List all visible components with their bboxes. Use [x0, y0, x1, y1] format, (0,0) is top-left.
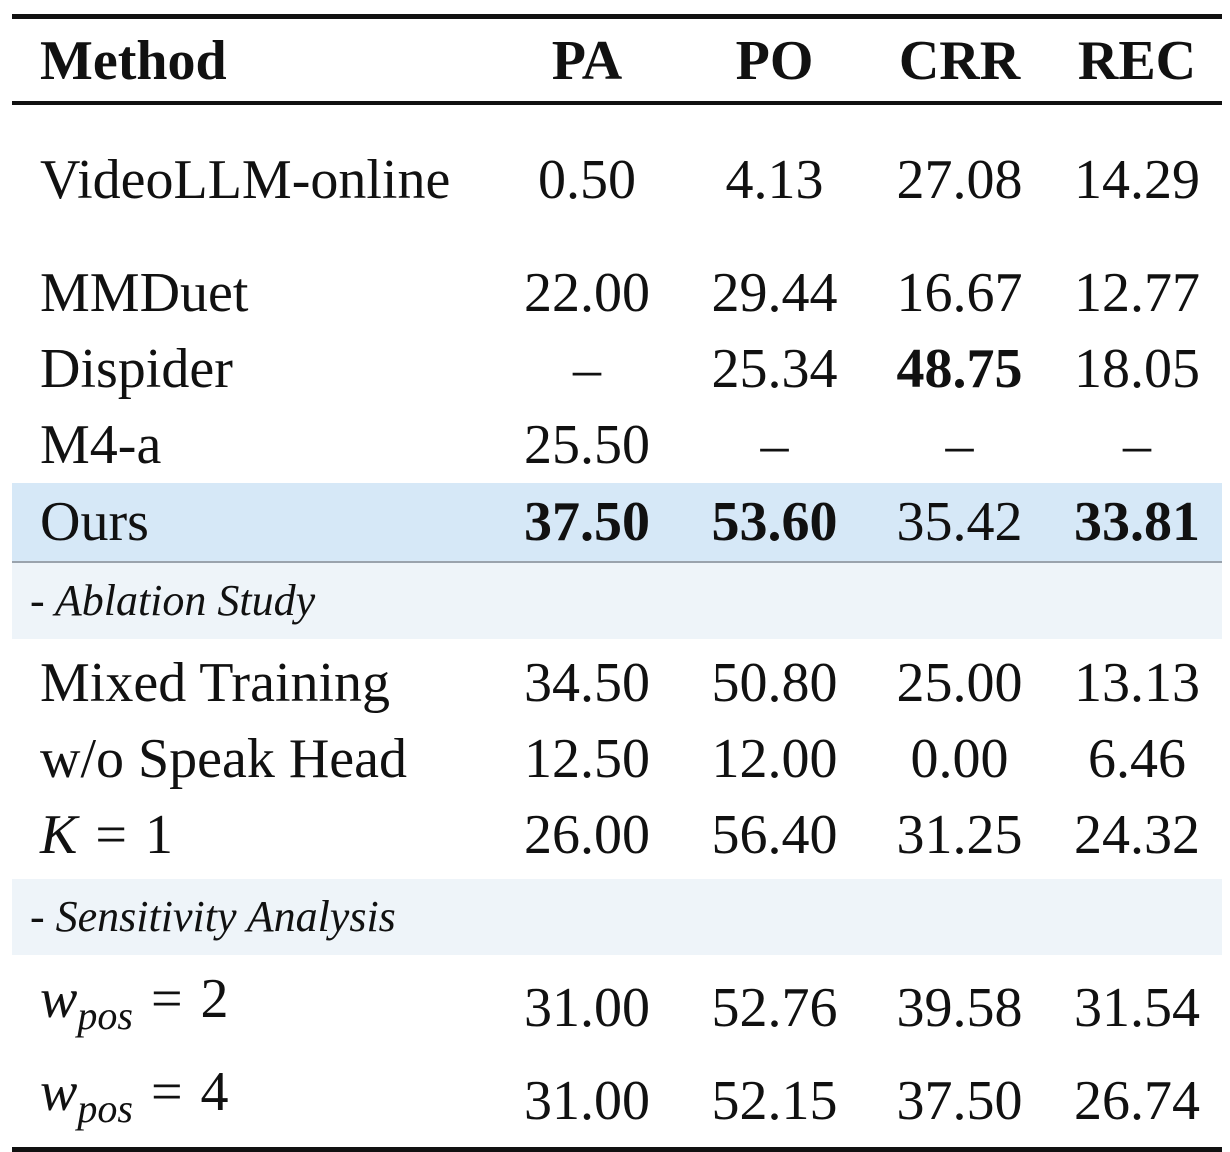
pa-cell: 31.00	[524, 976, 650, 1039]
method-cell: MMDuet	[40, 262, 249, 324]
rec-cell: –	[1123, 414, 1151, 476]
rec-cell: 13.13	[1074, 652, 1201, 714]
rec-cell: 31.54	[1074, 976, 1201, 1039]
math-var: w	[40, 1061, 78, 1123]
math-eq: =	[150, 968, 183, 1030]
method-cell: M4-a	[40, 414, 162, 476]
crr-cell: 31.25	[896, 804, 1023, 866]
method-cell: Ours	[12, 483, 492, 561]
method-cell: VideoLLM-online	[40, 149, 451, 211]
crr-cell: 16.67	[896, 262, 1023, 324]
table-row: Mixed Training 34.50 50.80 25.00 13.13	[12, 645, 1222, 721]
crr-cell: –	[945, 414, 974, 476]
math-sub: pos	[77, 1086, 133, 1131]
section-header-ablation: - Ablation Study	[12, 563, 1223, 639]
method-cell: w/o Speak Head	[40, 728, 408, 790]
method-cell: Mixed Training	[40, 652, 391, 714]
pa-cell-best: 37.50	[492, 483, 682, 561]
results-table-ablation: - Ablation Study Mixed Training 34.50 50…	[12, 563, 1223, 1147]
header-rec: REC	[1077, 30, 1197, 92]
rec-cell: 26.74	[1074, 1069, 1201, 1132]
crr-cell: 39.58	[896, 976, 1023, 1039]
results-table-container: Method PA PO CRR REC VideoLLM-online 0.5…	[12, 14, 1223, 1152]
po-cell: 29.44	[711, 262, 838, 324]
pa-cell: 12.50	[524, 728, 650, 790]
rec-cell: 6.46	[1088, 728, 1187, 790]
po-cell: 50.80	[711, 652, 838, 714]
rec-cell-best: 33.81	[1052, 483, 1222, 561]
results-table: Method PA PO CRR REC	[12, 19, 1222, 101]
pa-cell: 31.00	[524, 1069, 650, 1132]
section-rule	[12, 561, 1222, 563]
po-cell: 25.34	[711, 338, 838, 400]
rec-cell: 14.29	[1074, 149, 1200, 211]
results-table-body: VideoLLM-online 0.50 4.13 27.08 14.29 MM…	[12, 105, 1222, 561]
crr-cell: 35.42	[867, 483, 1052, 561]
pa-cell: 26.00	[524, 804, 650, 866]
po-cell: 52.15	[711, 1069, 838, 1132]
po-cell-best: 53.60	[682, 483, 867, 561]
pa-cell: 0.50	[538, 149, 636, 211]
top-rule	[12, 14, 1222, 19]
table-row: M4-a 25.50 – – –	[12, 407, 1222, 483]
pa-cell: –	[573, 338, 601, 400]
pa-cell: 25.50	[524, 414, 650, 476]
bottom-rule	[12, 1147, 1222, 1152]
table-row: K = 1 26.00 56.40 31.25 24.32	[12, 797, 1222, 873]
crr-cell: 27.08	[896, 149, 1023, 211]
math-eq: =	[150, 1061, 183, 1123]
table-row: wpos = 4 31.00 52.15 37.50 26.74	[12, 1054, 1222, 1147]
table-row: VideoLLM-online 0.50 4.13 27.08 14.29	[12, 105, 1222, 255]
section-title: - Ablation Study	[12, 563, 1223, 639]
header-rule	[12, 101, 1222, 105]
header-po: PO	[735, 30, 814, 92]
po-cell: 56.40	[711, 804, 838, 866]
po-cell: 4.13	[725, 149, 824, 211]
table-row: Dispider – 25.34 48.75 18.05	[12, 331, 1222, 407]
po-cell: 52.76	[711, 976, 838, 1039]
po-cell: 12.00	[711, 728, 838, 790]
pa-cell: 22.00	[524, 262, 650, 324]
header-row: Method PA PO CRR REC	[12, 19, 1222, 101]
section-header-sensitivity: - Sensitivity Analysis	[12, 879, 1223, 955]
method-cell-math: K = 1	[12, 797, 492, 873]
crr-cell: 0.00	[910, 728, 1009, 790]
math-val: 4	[200, 1061, 229, 1123]
table-row: w/o Speak Head 12.50 12.00 0.00 6.46	[12, 721, 1222, 797]
table-row: MMDuet 22.00 29.44 16.67 12.77	[12, 255, 1222, 331]
crr-cell: 37.50	[896, 1069, 1023, 1132]
header-crr: CRR	[898, 30, 1021, 92]
section-title: - Sensitivity Analysis	[12, 879, 1223, 955]
header-method: Method	[40, 30, 227, 92]
po-cell: –	[760, 414, 789, 476]
math-sub: pos	[77, 993, 133, 1038]
method-cell-math: wpos = 2	[12, 961, 492, 1054]
method-cell: Dispider	[40, 338, 233, 400]
math-eq: =	[95, 804, 127, 866]
math-val: 1	[144, 804, 173, 866]
rec-cell: 12.77	[1074, 262, 1200, 324]
math-val: 2	[200, 968, 229, 1030]
method-cell-math: wpos = 4	[12, 1054, 492, 1147]
crr-cell: 25.00	[896, 652, 1023, 714]
math-var: K	[40, 804, 78, 866]
ours-row: Ours 37.50 53.60 35.42 33.81	[12, 483, 1222, 561]
math-var: w	[40, 968, 78, 1030]
crr-cell-best: 48.75	[896, 338, 1023, 400]
pa-cell: 34.50	[524, 652, 650, 714]
rec-cell: 24.32	[1074, 804, 1201, 866]
header-pa: PA	[551, 30, 623, 92]
rec-cell: 18.05	[1074, 338, 1200, 400]
table-row: wpos = 2 31.00 52.76 39.58 31.54	[12, 961, 1222, 1054]
